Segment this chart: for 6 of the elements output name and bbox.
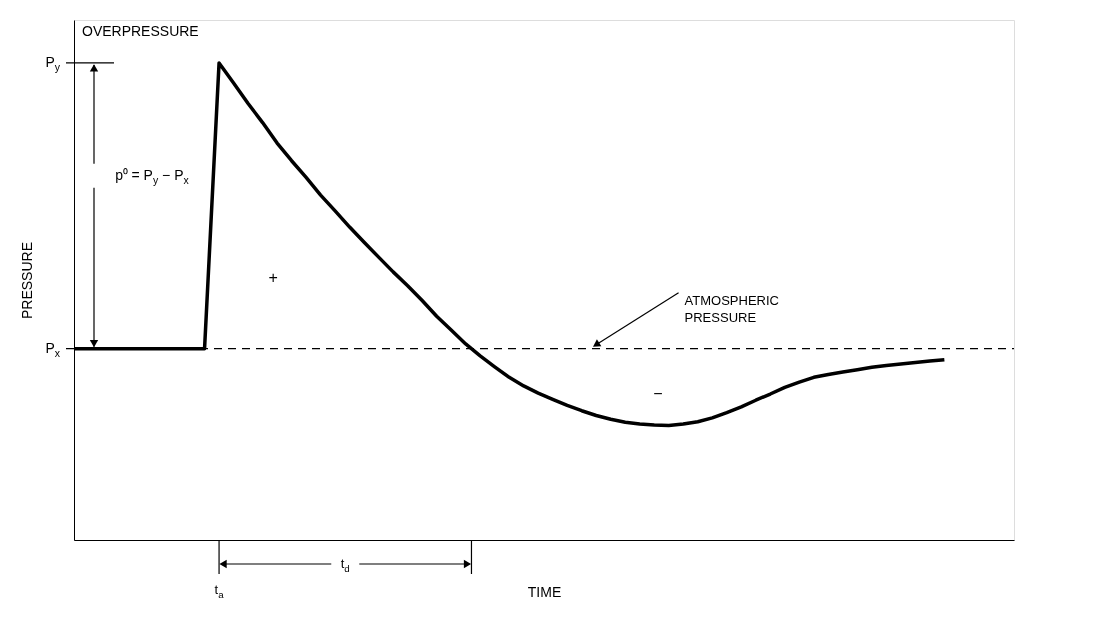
ref-line-label: ATMOSPHERIC PRESSURE (684, 292, 779, 325)
x-axis-title: TIME (527, 583, 562, 600)
annotation: − (653, 384, 663, 402)
text: OVERPRESSURE (82, 23, 199, 39)
y-axis-title: PRESSURE (18, 241, 35, 320)
annotation: + (268, 268, 278, 286)
